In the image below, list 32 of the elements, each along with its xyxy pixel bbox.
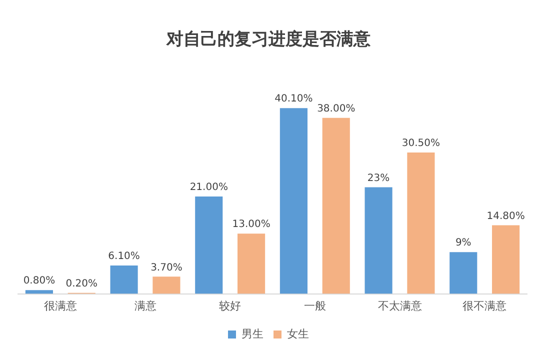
legend-label: 男生	[242, 327, 264, 340]
x-tick-label: 满意	[134, 299, 156, 312]
bar	[195, 196, 223, 294]
bar	[407, 152, 435, 294]
data-label: 13.00%	[232, 219, 270, 230]
bar	[280, 108, 308, 294]
data-label: 40.10%	[274, 94, 313, 105]
data-label: 3.70%	[150, 262, 182, 274]
data-label: 38.00%	[317, 103, 356, 114]
data-label: 9%	[455, 238, 472, 249]
bar	[364, 187, 392, 294]
bar	[238, 234, 266, 294]
data-label: 23%	[367, 172, 390, 184]
x-tick-label: 很不满意	[462, 299, 507, 312]
x-tick-label: 较好	[219, 299, 242, 312]
chart-title: 对自己的复习进度是否满意	[166, 30, 372, 50]
data-label: 0.80%	[23, 276, 56, 287]
bar	[152, 276, 180, 294]
data-label: 0.20%	[66, 278, 98, 290]
bar	[450, 252, 478, 294]
x-tick-label: 很满意	[44, 299, 77, 312]
data-label: 30.50%	[402, 138, 440, 150]
x-tick-label: 不太满意	[378, 299, 422, 312]
data-label: 14.80%	[486, 210, 525, 222]
bar	[322, 118, 350, 294]
data-label: 6.10%	[108, 251, 140, 262]
bar	[25, 290, 53, 294]
data-label: 21.00%	[190, 182, 228, 194]
legend-label: 女生	[287, 327, 309, 340]
bar	[492, 225, 520, 294]
bar	[110, 266, 138, 294]
x-tick-label: 一般	[304, 299, 326, 312]
